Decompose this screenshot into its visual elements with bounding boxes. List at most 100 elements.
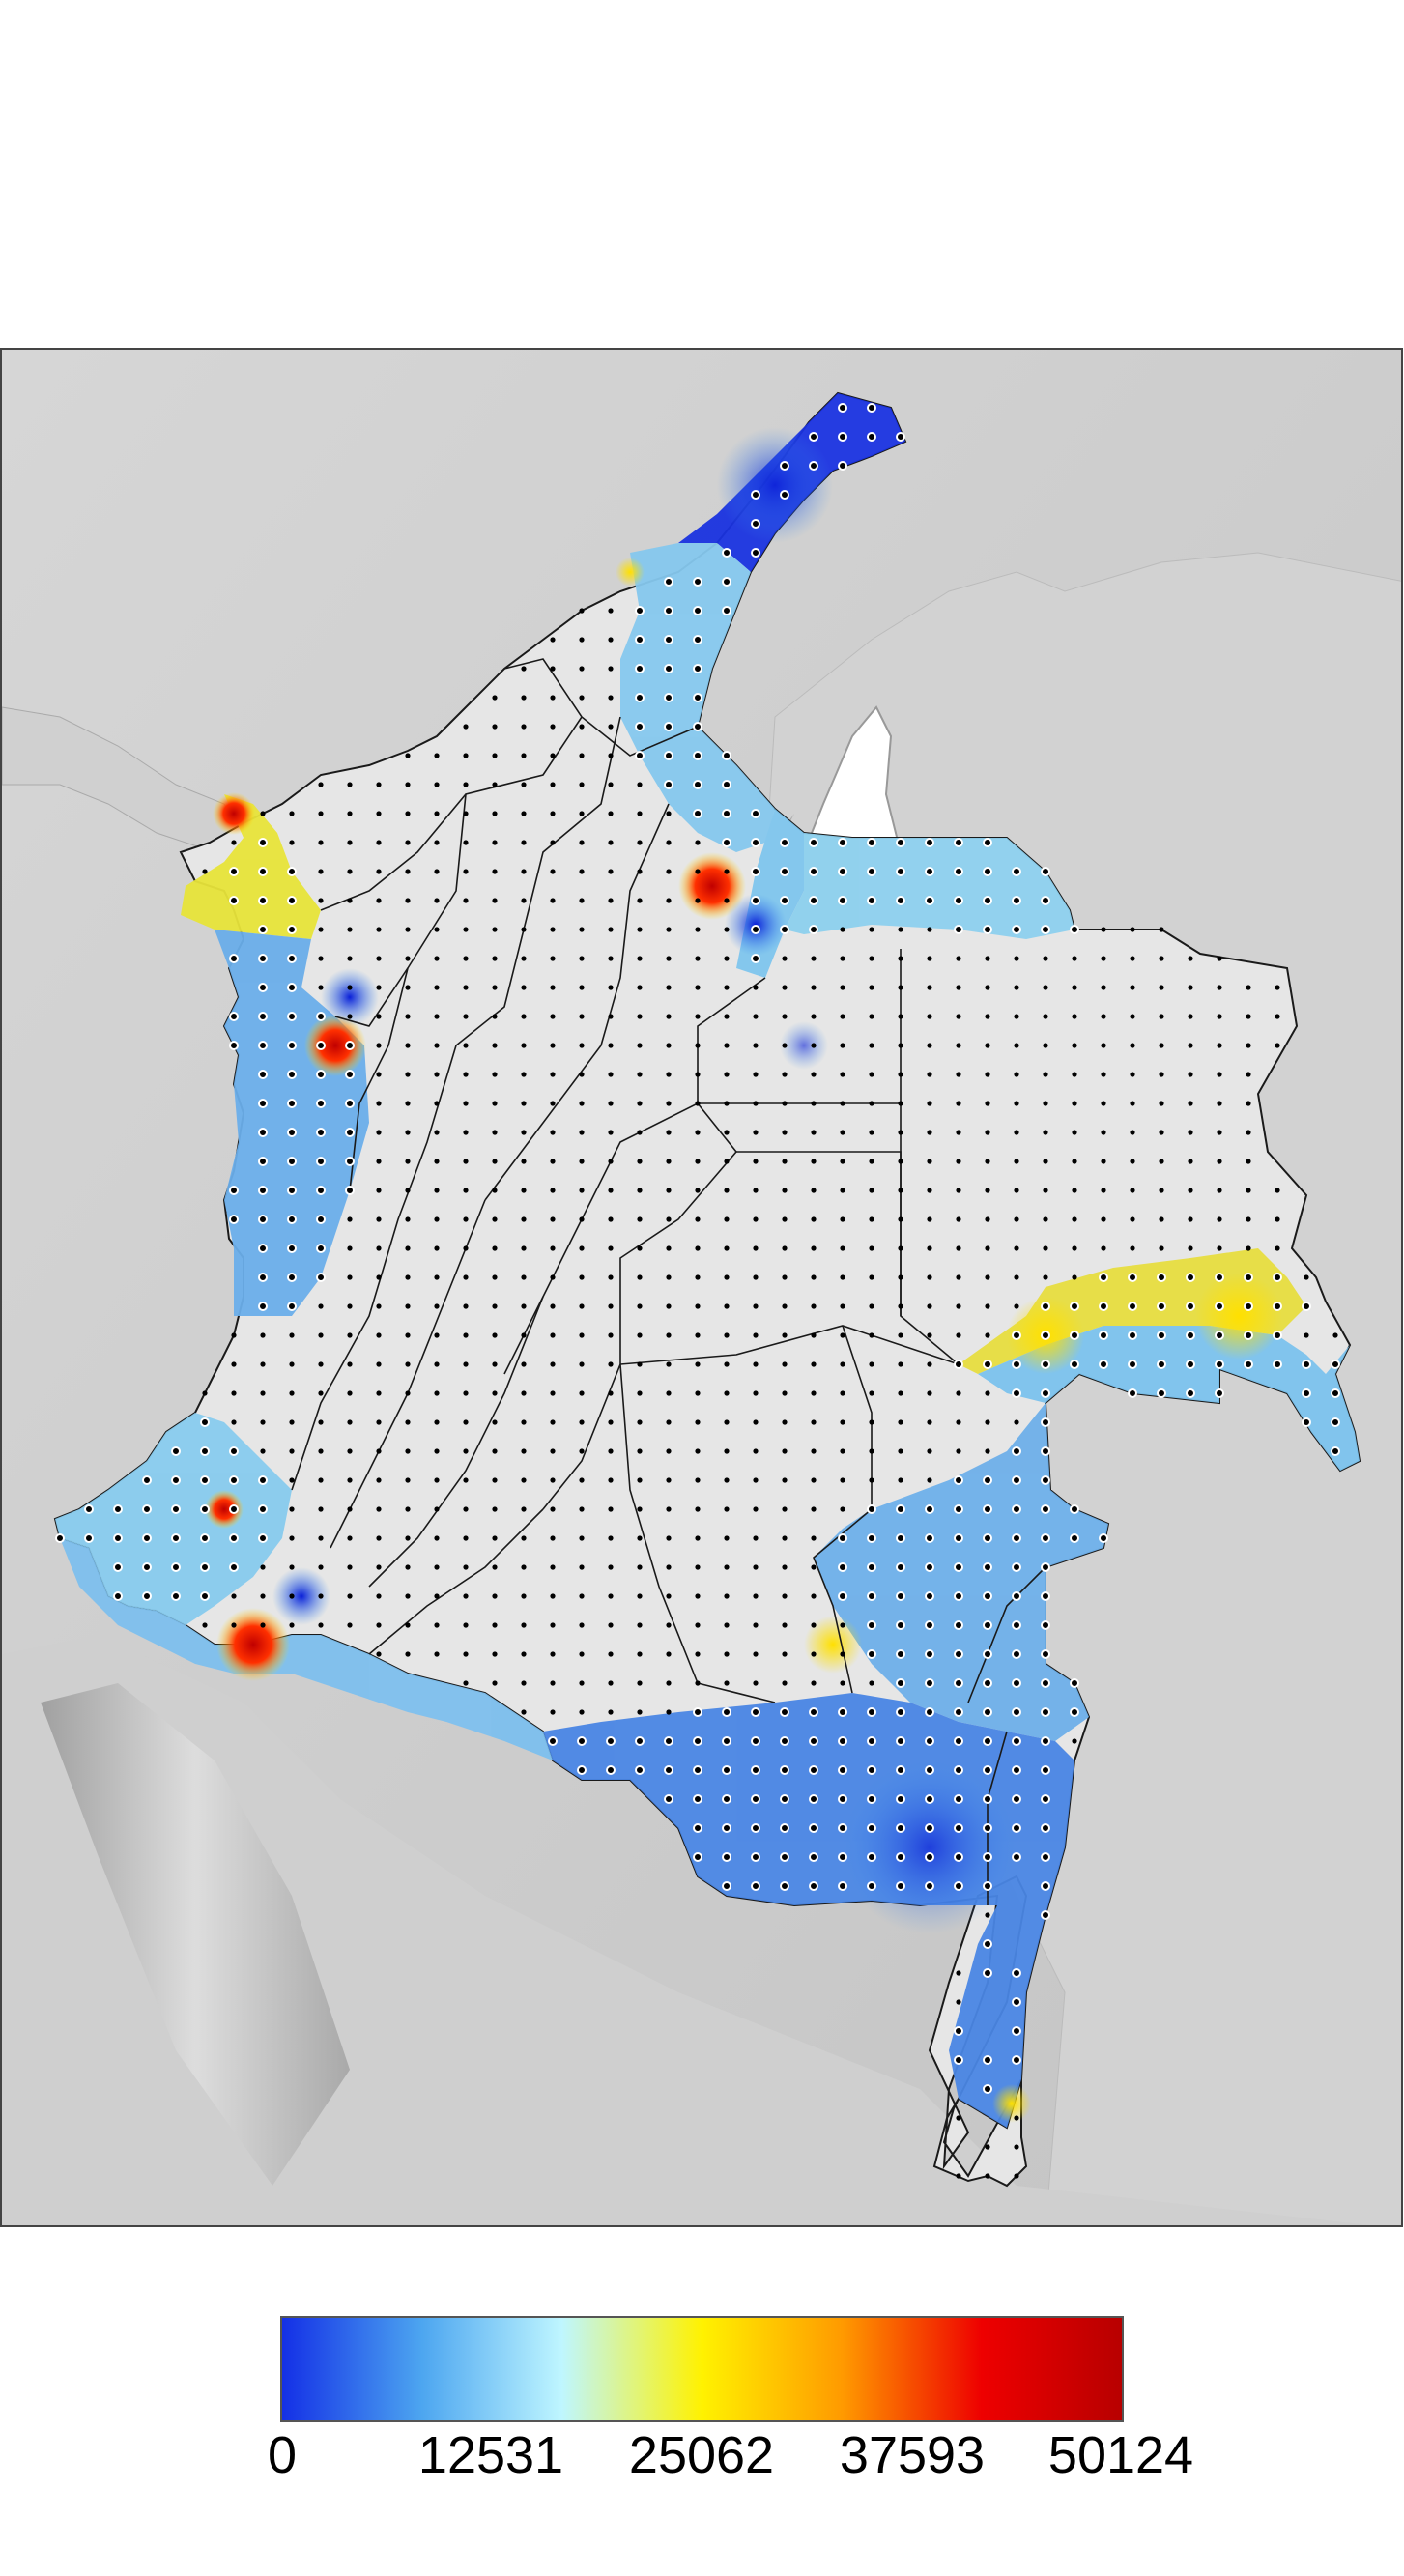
sample-dot <box>258 867 268 876</box>
sample-dot <box>985 1130 990 1135</box>
sample-dot <box>405 1448 411 1454</box>
sample-dot <box>722 548 731 558</box>
sample-dot <box>550 637 556 643</box>
sample-dot <box>347 1303 353 1309</box>
sample-dot <box>724 985 730 990</box>
sample-dot <box>550 1274 556 1280</box>
sample-dot <box>956 985 961 990</box>
sample-dot <box>869 956 874 961</box>
sample-dot <box>724 898 730 903</box>
sample-dot <box>840 1506 845 1512</box>
sample-dot <box>927 1274 932 1280</box>
sample-dot <box>722 606 731 615</box>
sample-dot <box>521 1188 527 1193</box>
sample-dot <box>898 1274 903 1280</box>
sample-dot <box>1072 1043 1077 1048</box>
sample-dot <box>722 780 731 789</box>
sample-dot <box>171 1533 181 1543</box>
sample-dot <box>1014 1274 1019 1280</box>
sample-dot <box>1130 1072 1135 1077</box>
sample-dot <box>113 1533 123 1543</box>
sample-dot <box>318 956 324 961</box>
sample-dot <box>722 1765 731 1775</box>
sample-dot <box>1101 1043 1106 1048</box>
sample-dot <box>1012 1997 1021 2007</box>
sample-dot <box>1099 1360 1108 1369</box>
sample-dot <box>579 1188 585 1193</box>
sample-dot <box>550 956 556 961</box>
sample-dot <box>608 1101 614 1106</box>
sample-dot <box>867 432 876 442</box>
sample-dot <box>956 1303 961 1309</box>
sample-dot <box>318 1303 324 1309</box>
sample-dot <box>1070 1360 1079 1369</box>
sample-dot <box>347 840 353 845</box>
sample-dot <box>840 1216 845 1222</box>
sample-dot <box>780 838 789 847</box>
sample-dot <box>287 1244 297 1253</box>
sample-dot <box>1041 1504 1050 1514</box>
sample-dot <box>898 927 903 932</box>
hotspot-choco-blue <box>321 968 379 1026</box>
sample-dot <box>693 577 702 587</box>
sample-dot <box>927 1361 932 1367</box>
sample-dot <box>579 927 585 932</box>
sample-dot <box>492 869 498 874</box>
sample-dot <box>287 867 297 876</box>
sample-dot <box>1041 1331 1050 1340</box>
sample-dot <box>664 664 673 673</box>
sample-dot <box>463 1622 469 1628</box>
sample-dot <box>289 1535 295 1541</box>
sample-dot <box>1273 1360 1282 1369</box>
sample-dot <box>1332 1332 1338 1338</box>
sample-dot <box>347 1216 353 1222</box>
sample-dot <box>579 1130 585 1135</box>
sample-dot <box>983 896 992 905</box>
sample-dot <box>492 1274 498 1280</box>
sample-dot <box>898 1361 903 1367</box>
sample-dot <box>782 1274 788 1280</box>
sample-dot <box>376 927 382 932</box>
sample-dot <box>1072 1072 1077 1077</box>
sample-dot <box>1070 1707 1079 1717</box>
sample-dot <box>1130 1014 1135 1019</box>
sample-dot <box>260 1593 266 1599</box>
sample-dot <box>171 1504 181 1514</box>
sample-dot <box>867 838 876 847</box>
sample-dot <box>869 1419 874 1425</box>
sample-dot <box>840 985 845 990</box>
sample-dot <box>550 666 556 672</box>
sample-dot <box>637 1274 643 1280</box>
sample-dot <box>113 1504 123 1514</box>
sample-dot <box>925 1881 934 1891</box>
sample-dot <box>753 1680 759 1686</box>
sample-dot <box>229 1186 239 1195</box>
sample-dot <box>664 1765 673 1775</box>
sample-dot <box>985 1332 990 1338</box>
sample-dot <box>722 838 731 847</box>
sample-dot <box>751 490 760 500</box>
sample-dot <box>376 811 382 816</box>
sample-dot <box>608 1622 614 1628</box>
sample-dot <box>1014 1419 1019 1425</box>
sample-dot <box>898 1188 903 1193</box>
sample-dot <box>434 1477 440 1483</box>
sample-dot <box>345 1186 355 1195</box>
sample-dot <box>463 1361 469 1367</box>
legend-colorbar <box>280 2316 1124 2422</box>
sample-dot <box>896 1562 905 1572</box>
sample-dot <box>954 867 963 876</box>
sample-dot <box>666 1390 672 1396</box>
sample-dot <box>347 869 353 874</box>
sample-dot <box>521 1535 527 1541</box>
sample-dot <box>724 956 730 961</box>
map-canvas[interactable] <box>2 350 1403 2227</box>
sample-dot <box>229 1562 239 1572</box>
sample-dot <box>695 1274 701 1280</box>
sample-dot <box>345 1070 355 1079</box>
sample-dot <box>521 1332 527 1338</box>
sample-dot <box>347 1274 353 1280</box>
sample-dot <box>724 1477 730 1483</box>
sample-dot <box>434 1419 440 1425</box>
sample-dot <box>405 782 411 787</box>
